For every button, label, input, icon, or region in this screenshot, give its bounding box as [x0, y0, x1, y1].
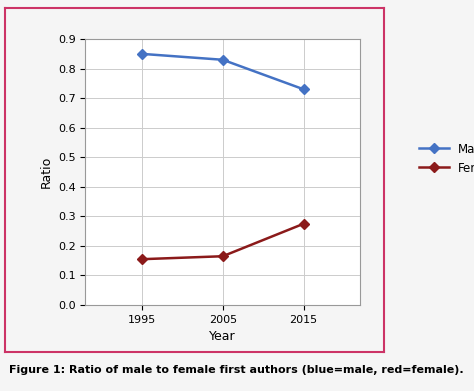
Male — [220, 57, 226, 62]
Male — [301, 87, 307, 91]
Text: Figure 1: Ratio of male to female first authors (blue=male, red=female).: Figure 1: Ratio of male to female first … — [9, 365, 464, 375]
Y-axis label: Ratio: Ratio — [39, 156, 52, 188]
X-axis label: Year: Year — [210, 330, 236, 343]
Female — [139, 257, 145, 262]
Legend: Male, Female: Male, Female — [415, 138, 474, 179]
Line: Female: Female — [138, 220, 307, 263]
Line: Male: Male — [138, 50, 307, 93]
Female — [301, 221, 307, 226]
Female — [220, 254, 226, 258]
Male — [139, 52, 145, 56]
